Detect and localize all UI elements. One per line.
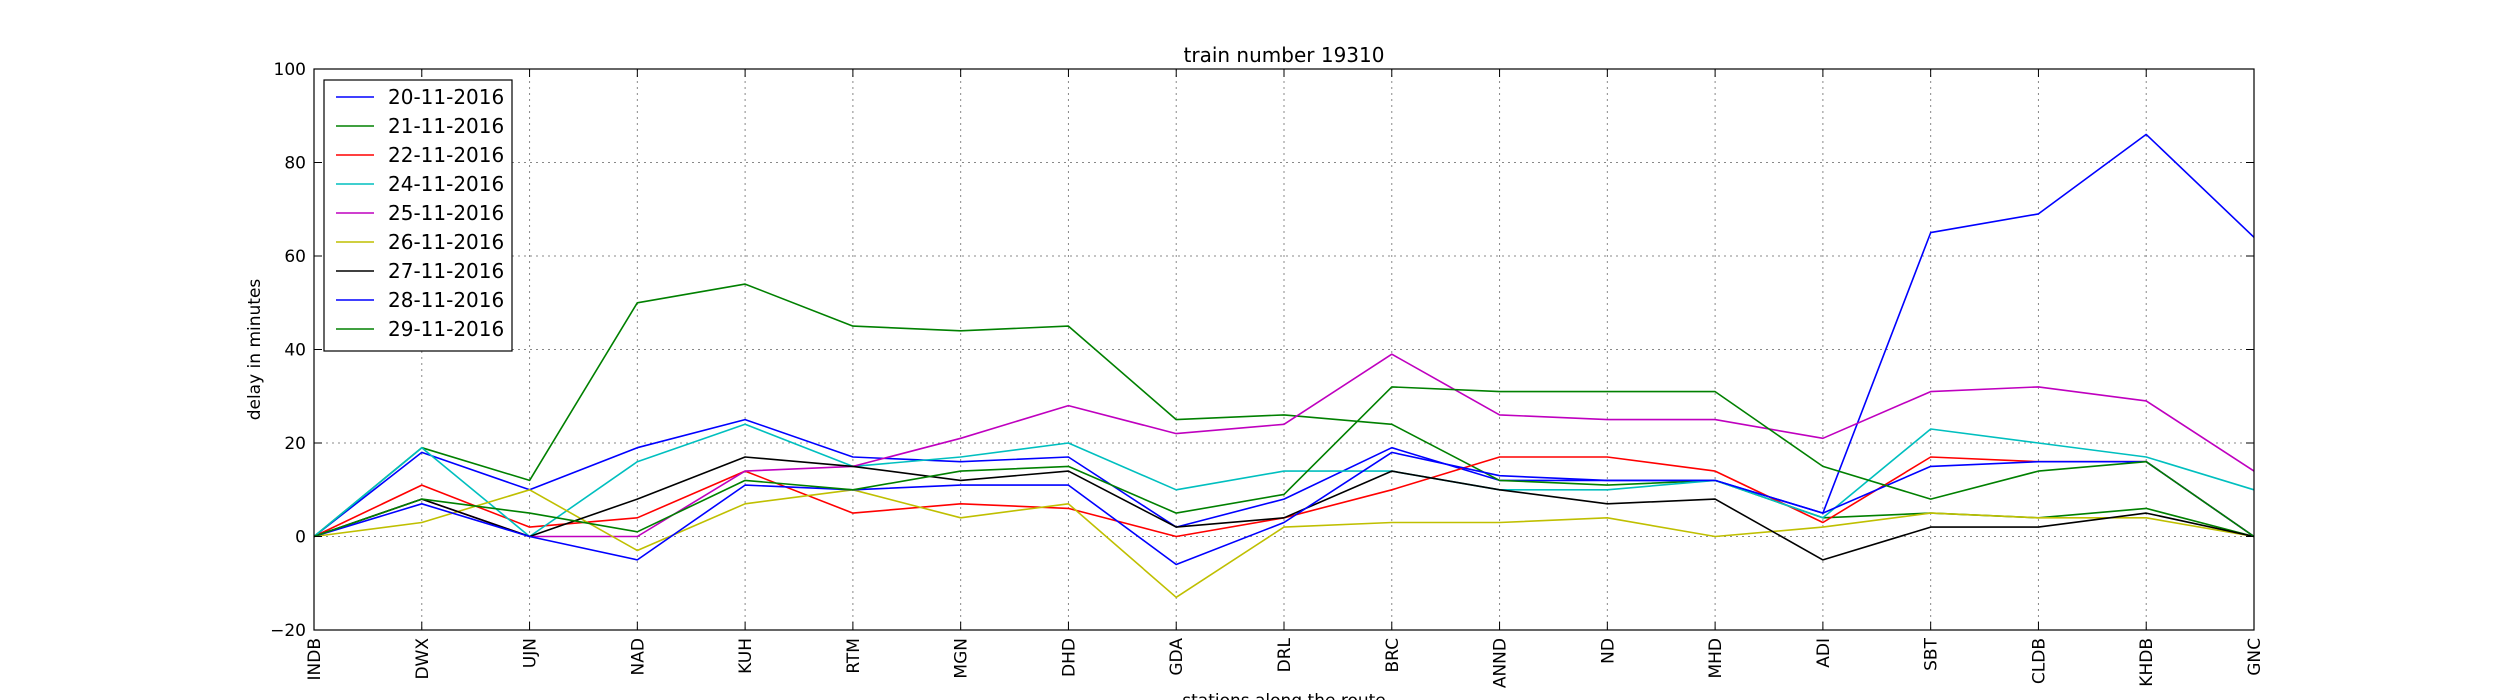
- legend-label: 24-11-2016: [388, 172, 504, 196]
- x-tick-label: ND: [1598, 638, 1618, 664]
- x-tick-label: GNC: [2245, 638, 2265, 676]
- y-tick-label: 40: [284, 341, 306, 361]
- x-tick-label: KHDB: [2137, 638, 2157, 687]
- chart-title: train number 19310: [1184, 43, 1385, 67]
- series-line: [313, 451, 2255, 566]
- x-tick-label: DHD: [1059, 638, 1079, 677]
- series-line: [313, 386, 2255, 538]
- x-tick-label: MHD: [1706, 638, 1726, 679]
- series-line: [313, 456, 2255, 561]
- y-axis-label: delay in minutes: [245, 279, 265, 421]
- y-tick-label: 80: [284, 154, 306, 174]
- legend-label: 25-11-2016: [388, 201, 504, 225]
- x-tick-label: DWX: [413, 638, 433, 680]
- legend-label: 22-11-2016: [388, 143, 504, 167]
- y-tick-label: 100: [274, 60, 306, 80]
- series-line: [313, 133, 2255, 538]
- legend-label: 29-11-2016: [388, 317, 504, 341]
- x-axis-ticks: INDB DWX UJN NAD KUH RTM MGN DHD GDA DRL BRC ANND ND…: [305, 69, 2265, 688]
- y-tick-label: 0: [295, 528, 306, 548]
- legend-label: 26-11-2016: [388, 230, 504, 254]
- series-line: [313, 423, 2255, 538]
- x-tick-label: GDA: [1167, 638, 1187, 676]
- legend-label: 27-11-2016: [388, 259, 504, 283]
- x-tick-label: DRL: [1275, 637, 1295, 672]
- legend-label: 21-11-2016: [388, 114, 504, 138]
- series-line: [313, 488, 2255, 599]
- y-axis-ticks: −20 0 20 40 60 80 100: [270, 60, 2254, 641]
- grid-lines: [313, 68, 2255, 631]
- x-tick-label: UJN: [521, 638, 541, 668]
- legend: 20-11-2016 21-11-2016 22-11-2016 24-11-2016…: [323, 79, 513, 352]
- series-lines: [313, 133, 2255, 599]
- x-tick-label: SBT: [1922, 637, 1942, 670]
- x-tick-label: ANND: [1491, 638, 1511, 688]
- x-tick-label: ADI: [1814, 638, 1834, 668]
- x-tick-label: BRC: [1383, 638, 1403, 673]
- x-tick-label: MGN: [952, 638, 972, 679]
- legend-box: [323, 79, 513, 352]
- series-line: [313, 353, 2255, 538]
- x-tick-label: NAD: [628, 638, 648, 675]
- x-tick-label: RTM: [844, 638, 864, 674]
- x-axis-label: stations along the route: [1182, 691, 1386, 700]
- x-tick-label: INDB: [305, 638, 325, 680]
- legend-label: 20-11-2016: [388, 85, 504, 109]
- y-tick-label: 60: [284, 247, 306, 267]
- y-tick-label: −20: [270, 621, 306, 641]
- x-tick-label: KUH: [736, 638, 756, 674]
- legend-label: 28-11-2016: [388, 288, 504, 312]
- y-tick-label: 20: [284, 434, 306, 454]
- x-tick-label: CLDB: [2029, 638, 2049, 684]
